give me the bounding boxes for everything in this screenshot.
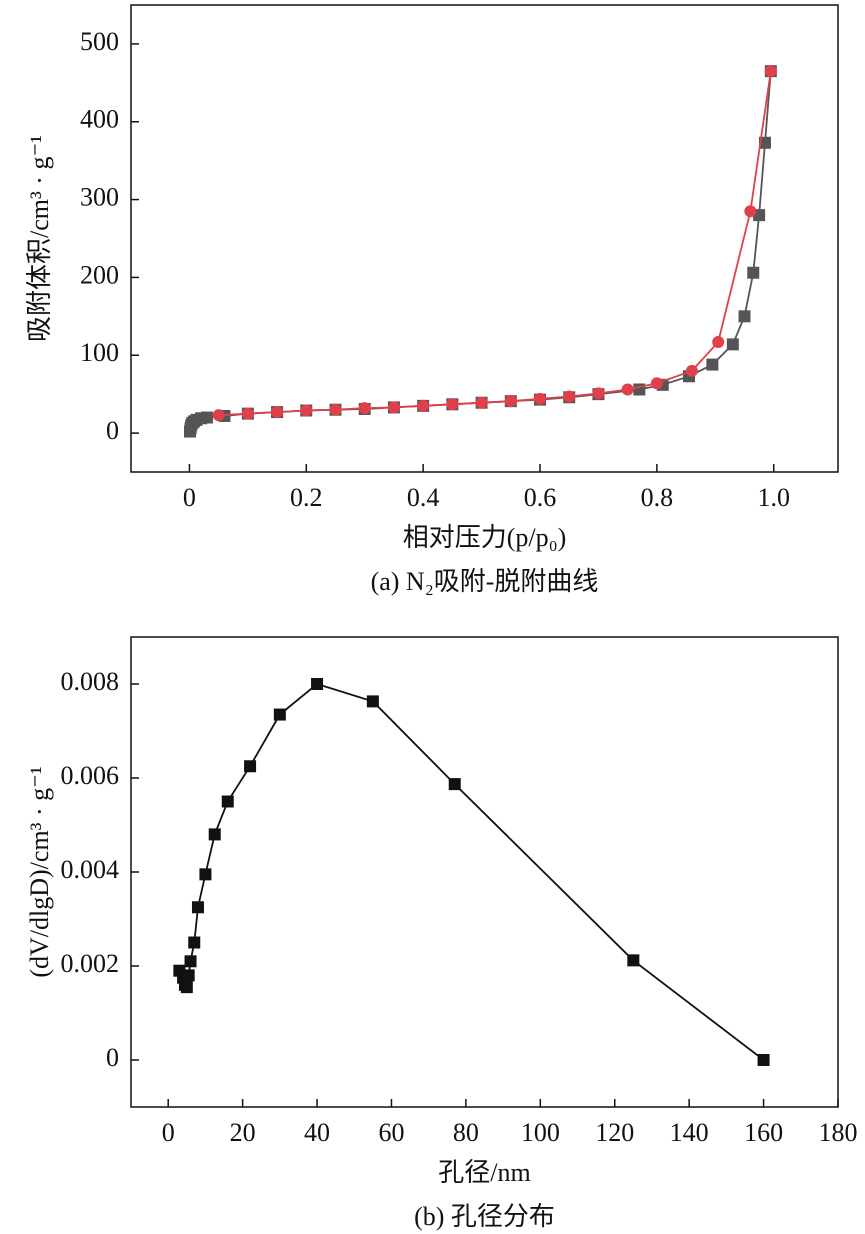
x-tick-label: 60: [378, 1118, 404, 1147]
y-tick-label: 500: [80, 27, 119, 56]
x-tick-label: 180: [819, 1118, 858, 1147]
point: [184, 955, 197, 968]
x-tick-label: 120: [595, 1118, 634, 1147]
point: [182, 969, 195, 982]
x-tick-label: 100: [521, 1118, 560, 1147]
point: [504, 395, 517, 408]
x-tick-label: 40: [304, 1118, 330, 1147]
series-line: [178, 682, 765, 1061]
point: [764, 65, 777, 78]
y-tick-label: 100: [80, 338, 119, 367]
y-tick-label: 300: [80, 183, 119, 212]
x-axis-label: 孔径/nm: [438, 1158, 530, 1187]
series-line: [218, 71, 772, 417]
y-tick-label: 400: [80, 105, 119, 134]
point: [200, 411, 213, 424]
y-tick-label: 0.008: [61, 667, 120, 696]
point: [744, 205, 757, 218]
point: [757, 1054, 770, 1066]
y-tick-label: 0: [106, 416, 119, 445]
point: [311, 678, 324, 690]
y-tick-label: 200: [80, 260, 119, 289]
point: [563, 390, 576, 403]
x-tick-label: 0: [183, 483, 196, 512]
x-tick-label: 0.4: [407, 483, 440, 512]
point: [191, 901, 204, 914]
point: [366, 695, 379, 708]
point: [726, 338, 739, 351]
y-axis-label: 吸附体积/cm³ · g⁻¹: [25, 135, 54, 342]
point: [244, 760, 257, 773]
plot-frame: [130, 4, 839, 473]
x-tick-label: 0.2: [290, 483, 323, 512]
point: [475, 396, 488, 409]
point: [271, 406, 284, 419]
point: [188, 936, 201, 949]
y-tick-label: 0.006: [61, 761, 120, 790]
point: [534, 392, 547, 405]
x-tick-label: 0: [162, 1118, 175, 1147]
y-tick-label: 0: [106, 1043, 119, 1072]
point: [650, 377, 663, 390]
point: [300, 404, 313, 417]
y-tick-label: 0.002: [61, 949, 120, 978]
x-tick-label: 160: [744, 1118, 783, 1147]
point: [758, 136, 771, 149]
point: [448, 778, 461, 791]
point: [417, 399, 430, 412]
point: [241, 407, 254, 420]
point: [180, 981, 193, 994]
point: [221, 795, 234, 808]
point: [387, 401, 400, 414]
point: [627, 954, 640, 967]
point: [273, 708, 286, 721]
x-tick-label: 0.6: [524, 483, 557, 512]
point: [621, 383, 634, 396]
point: [212, 409, 225, 422]
point: [208, 828, 221, 841]
caption: (a) N₂吸附-脱附曲线: [371, 567, 599, 596]
point: [712, 336, 725, 349]
point: [329, 403, 342, 416]
x-axis-label: 相对压力(p/p₀): [403, 523, 567, 552]
point: [199, 868, 212, 881]
point: [706, 358, 719, 371]
x-tick-label: 80: [453, 1118, 479, 1147]
point: [685, 364, 698, 377]
x-tick-label: 140: [670, 1118, 709, 1147]
point: [738, 310, 751, 323]
x-tick-label: 20: [230, 1118, 256, 1147]
point: [747, 266, 760, 279]
y-tick-label: 0.004: [61, 855, 120, 884]
point: [592, 387, 605, 400]
x-tick-label: 1.0: [757, 483, 790, 512]
caption: (b) 孔径分布: [414, 1202, 555, 1231]
point: [446, 398, 459, 411]
x-tick-label: 0.8: [641, 483, 674, 512]
y-axis-label: (dV/dlgD)/cm³ · g⁻¹: [25, 766, 54, 977]
point: [358, 402, 371, 415]
